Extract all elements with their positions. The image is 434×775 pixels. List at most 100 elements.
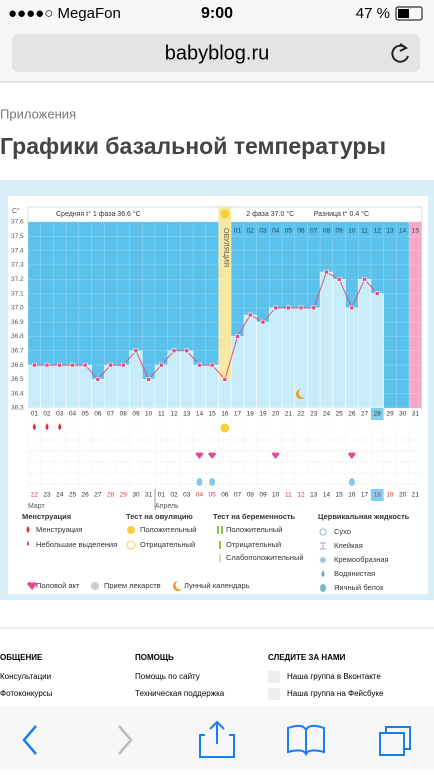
- bar: [142, 379, 156, 409]
- legend-item: Сухо: [334, 527, 351, 536]
- x-tick-label: 23: [310, 411, 318, 418]
- date-label: 21: [412, 492, 420, 499]
- footer-title: СЛЕДИТЕ ЗА НАМИ: [268, 653, 346, 662]
- bar: [91, 379, 105, 409]
- bookmarks[interactable]: [287, 724, 325, 757]
- battery-text: 47 %: [356, 5, 390, 22]
- phase2-day: 01: [234, 228, 242, 235]
- phase2-day: 10: [348, 228, 356, 235]
- x-tick-label: 24: [323, 411, 331, 418]
- date-label: 02: [170, 492, 178, 499]
- icon: [268, 688, 280, 700]
- highlight: [370, 408, 384, 420]
- x-tick-label: 17: [234, 411, 242, 418]
- x-tick-label: 18: [247, 411, 255, 418]
- phase2-day: 03: [259, 228, 267, 235]
- heart-icon: [195, 452, 204, 459]
- legend-title: Тест на овуляцию: [126, 512, 193, 521]
- point: [159, 362, 164, 368]
- y-tick-label: 36.3: [11, 405, 24, 412]
- footer-link[interactable]: Наша группа на Фейсбуке: [287, 689, 384, 698]
- x-tick-label: 06: [94, 411, 102, 418]
- footer-link[interactable]: Фотоконкурсы: [0, 689, 53, 698]
- footer-link[interactable]: Консультации: [0, 672, 51, 681]
- icon: [27, 541, 29, 546]
- y-tick-label: 36.6: [11, 362, 24, 369]
- highlight: [370, 489, 384, 501]
- legend-item: Слабоположительный: [226, 553, 304, 562]
- legend-item: Менструация: [36, 525, 82, 534]
- bar: [53, 364, 67, 409]
- bar: [116, 364, 130, 409]
- footer-link[interactable]: Техническая поддержка: [135, 689, 225, 698]
- icon: [268, 671, 280, 683]
- x-tick-label: 21: [285, 411, 293, 418]
- x-tick-label: 11: [158, 411, 165, 418]
- legend-item: Положительный: [140, 525, 196, 534]
- date-label: 05: [209, 492, 217, 499]
- reload[interactable]: [391, 43, 409, 63]
- url-bar[interactable]: [12, 34, 420, 72]
- x-tick-label: 02: [43, 411, 51, 418]
- date-label: 30: [132, 492, 140, 499]
- icon: [173, 581, 182, 591]
- date-label: 07: [234, 492, 242, 499]
- legend-item: Кремообразная: [334, 555, 389, 564]
- point: [260, 319, 266, 325]
- moon-icon: [296, 389, 306, 399]
- x-tick-label: 29: [386, 411, 394, 418]
- back[interactable]: [22, 725, 37, 755]
- icon: [91, 582, 99, 590]
- x-tick-label: 12: [170, 411, 178, 418]
- point: [311, 305, 317, 311]
- icon: [320, 584, 326, 592]
- phase2-day: 07: [310, 228, 318, 235]
- footer-link[interactable]: Наша группа в Вконтакте: [287, 672, 381, 681]
- phase2-day: 14: [399, 228, 407, 235]
- tabs[interactable]: [379, 726, 411, 756]
- legend-item: Отрицательный: [140, 540, 195, 549]
- date-label: 26: [82, 492, 90, 499]
- phase2-day: 09: [336, 228, 344, 235]
- x-tick-label: 01: [31, 411, 39, 418]
- point: [298, 305, 304, 311]
- bar: [345, 307, 359, 409]
- date-label: 08: [247, 492, 255, 499]
- ovulation-label: ОВУЛЯЦИЯ: [222, 228, 229, 267]
- point: [286, 305, 291, 311]
- x-tick-label: 16: [221, 411, 229, 418]
- phase2-day: 02: [247, 228, 255, 235]
- y-tick-label: 37.1: [11, 290, 24, 297]
- x-tick-label: 04: [69, 411, 77, 418]
- bar: [180, 350, 194, 409]
- icon: [127, 526, 135, 534]
- forward[interactable]: [118, 725, 133, 755]
- point: [146, 377, 151, 382]
- icon: [320, 557, 326, 563]
- footer-title: ОБЩЕНИЕ: [0, 653, 43, 662]
- icon: [219, 541, 221, 549]
- icon: [221, 526, 223, 534]
- x-tick-label: 10: [145, 411, 153, 418]
- phase2: 2 фаза 37.0 °C: [246, 210, 294, 218]
- date-label: 27: [94, 492, 102, 499]
- bar: [370, 293, 384, 409]
- x-tick-label: 07: [107, 411, 115, 418]
- footer-link[interactable]: Помощь по сайту: [135, 672, 200, 681]
- x-tick-label: 20: [272, 411, 280, 418]
- point: [120, 362, 126, 368]
- phase1: Средняя t° 1 фаза 36.6 °C: [56, 210, 141, 218]
- share[interactable]: [199, 720, 235, 758]
- date-label: 28: [107, 492, 115, 499]
- bar: [230, 336, 245, 409]
- point: [273, 305, 278, 311]
- url: babyblog.ru: [165, 42, 270, 64]
- ovulation-column: [218, 207, 232, 408]
- point: [349, 305, 355, 311]
- phase2-day: 12: [374, 228, 382, 235]
- phase2-day: 06: [297, 228, 305, 235]
- bar: [192, 364, 207, 409]
- ovulation-dot: [220, 209, 230, 219]
- y-tick-label: 37.5: [11, 233, 24, 240]
